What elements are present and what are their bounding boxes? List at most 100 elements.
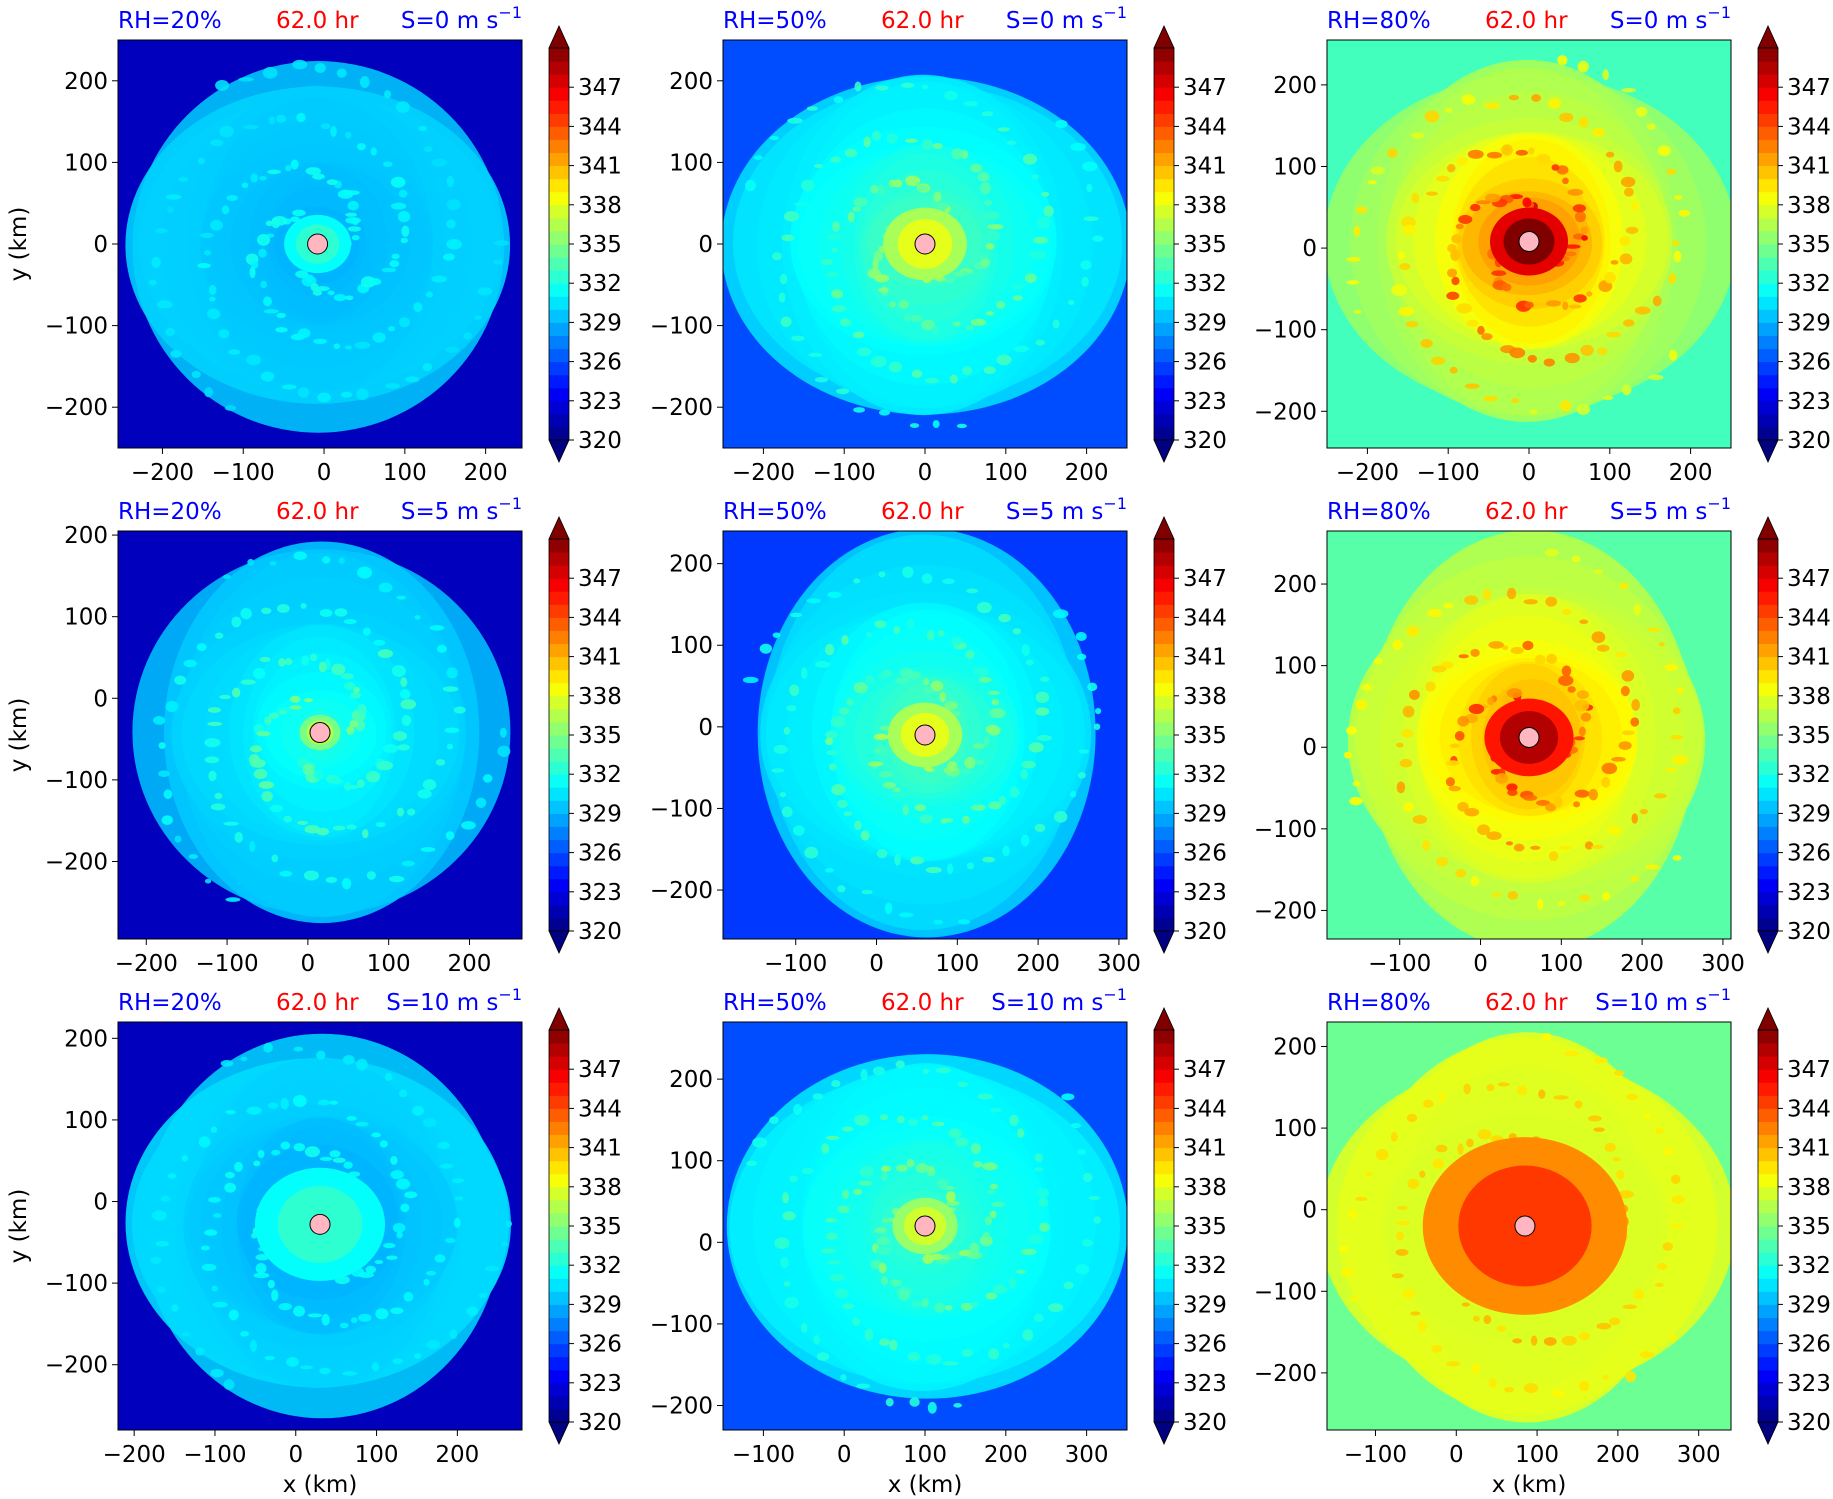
rainband-cell [333,294,347,302]
rainband-cell [246,1106,262,1115]
colorbar-band [549,604,569,618]
rainband-cell [1391,1273,1404,1279]
colorbar-band [1758,1173,1778,1188]
colorbar-band [1154,1408,1174,1423]
rainband-cell [341,877,352,890]
rainband-cell [934,1302,945,1313]
rainband-cell [827,591,842,599]
colorbar-band [1758,552,1778,566]
rainband-cell [258,781,274,789]
rainband-cell [1609,1317,1621,1326]
colorbar-band [549,1369,569,1384]
colorbar-tick-label: 320 [578,919,622,945]
rainband-cell [1501,283,1512,292]
y-tick-label: 200 [669,69,713,95]
rainband-cell [782,1192,789,1204]
colorbar-band [1758,904,1778,919]
colorbar-tick-label: 347 [1787,75,1831,101]
colorbar-band [1154,1095,1174,1109]
rainband-cell [1484,193,1501,203]
rainband-cell [477,287,493,296]
colorbar-band [1154,774,1174,788]
colorbar-band [1758,1304,1778,1318]
rainband-cell [346,824,357,830]
rainband-cell [806,106,818,111]
colorbar-band [1758,669,1778,684]
rainband-cell [284,658,293,666]
rainband-cell [356,779,365,788]
rainband-cell [1082,161,1098,172]
colorbar-band [1758,1343,1778,1358]
rainband-cell [1450,249,1460,262]
rainband-cell [852,331,865,339]
rainband-cell [269,804,284,813]
rainband-cell [1076,653,1087,661]
colorbar-tick-label: 326 [578,841,622,867]
x-tick-label: −100 [1417,460,1480,486]
rainband-cell [275,327,288,333]
rainband-cell [877,287,889,293]
rainband-cell [1027,1234,1044,1244]
rainband-cell [1528,147,1535,155]
colorbar-extend-max [1757,1007,1779,1031]
rainband-cell [933,919,944,925]
rainband-cell [1467,149,1484,159]
rainband-cell [1409,689,1420,701]
colorbar-tick-label: 341 [1183,1136,1227,1162]
rainband-cell [1356,206,1368,214]
rainband-cell [830,289,844,299]
rainband-cell [966,862,975,870]
rainband-cell [1411,132,1425,140]
storm-center-marker [1518,726,1540,748]
colorbar-tick-label: 335 [1183,232,1227,258]
rainband-cell [1618,741,1632,750]
rainband-cell [260,371,275,382]
rainband-cell [970,1301,979,1308]
rainband-cell [1571,555,1581,563]
rainband-cell [1373,657,1383,665]
rainband-cell [1035,707,1050,716]
colorbar-band [1758,735,1778,749]
colorbar-band [1154,1082,1174,1096]
rainband-cell [930,680,944,692]
rainband-cell [800,179,815,192]
rainband-cell [960,1302,973,1311]
rainband-cell [1417,1320,1427,1333]
rainband-cell [836,799,849,809]
rainband-cell [215,79,230,91]
x-tick-label: −200 [732,460,795,486]
colorbar-band [1154,1278,1174,1292]
colorbar-tick-label: 332 [1183,1253,1227,1279]
rainband-cell [1355,699,1367,710]
time-label: 62.0 hr [276,990,359,1016]
rainband-cell [973,667,989,678]
colorbar-band [1758,400,1778,415]
rainband-cell [821,1248,836,1254]
rainband-cell [1593,1127,1605,1132]
rainband-cell [1674,195,1683,200]
rainband-cell [1352,781,1361,787]
colorbar-band [1758,322,1778,336]
colorbar-band [549,413,569,428]
colorbar-tick-label: 320 [1183,919,1227,945]
x-tick-label: 0 [918,460,933,486]
rainband-cell [1483,1315,1492,1325]
rainband-cell [463,332,473,340]
colorbar-band [1758,839,1778,854]
rainband-cell [1030,251,1046,259]
rainband-cell [499,727,507,738]
colorbar-band [1154,244,1174,258]
rainband-cell [1523,1383,1539,1394]
rainband-cell [265,220,274,227]
colorbar-band [1154,1121,1174,1136]
rainband-cell [1353,225,1361,237]
colorbar-band [1758,591,1778,605]
rainband-cell [1530,1335,1538,1346]
rainband-cell [345,784,360,790]
rainband-cell [290,216,300,223]
rainband-cell [1061,1093,1075,1101]
rainband-cell [210,1126,218,1133]
rainband-cell [881,1276,888,1285]
colorbar-tick-label: 338 [578,193,622,219]
